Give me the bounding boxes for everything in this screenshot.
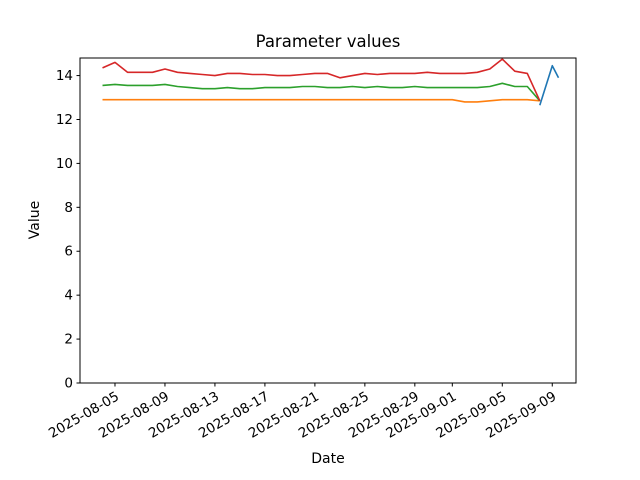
series-line-green	[102, 82, 541, 102]
series-line-orange	[102, 98, 540, 103]
y-tick-label: 4	[64, 288, 73, 304]
y-tick-label: 8	[64, 200, 73, 216]
y-tick-label: 0	[64, 376, 73, 392]
series-line-blue	[539, 64, 560, 106]
plot-border	[79, 57, 577, 384]
chart-title: Parameter values	[256, 32, 401, 51]
plot-area: 024681012142025-08-052025-08-092025-08-1…	[46, 57, 577, 442]
y-tick-label: 14	[56, 68, 73, 84]
y-tick-label: 6	[64, 244, 73, 260]
y-tick-label: 10	[56, 156, 73, 172]
x-axis-label: Date	[311, 451, 344, 467]
series-line-red	[102, 58, 541, 102]
y-tick-label: 2	[64, 332, 73, 348]
y-tick-label: 12	[56, 112, 73, 128]
y-axis-label: Value	[27, 201, 43, 239]
